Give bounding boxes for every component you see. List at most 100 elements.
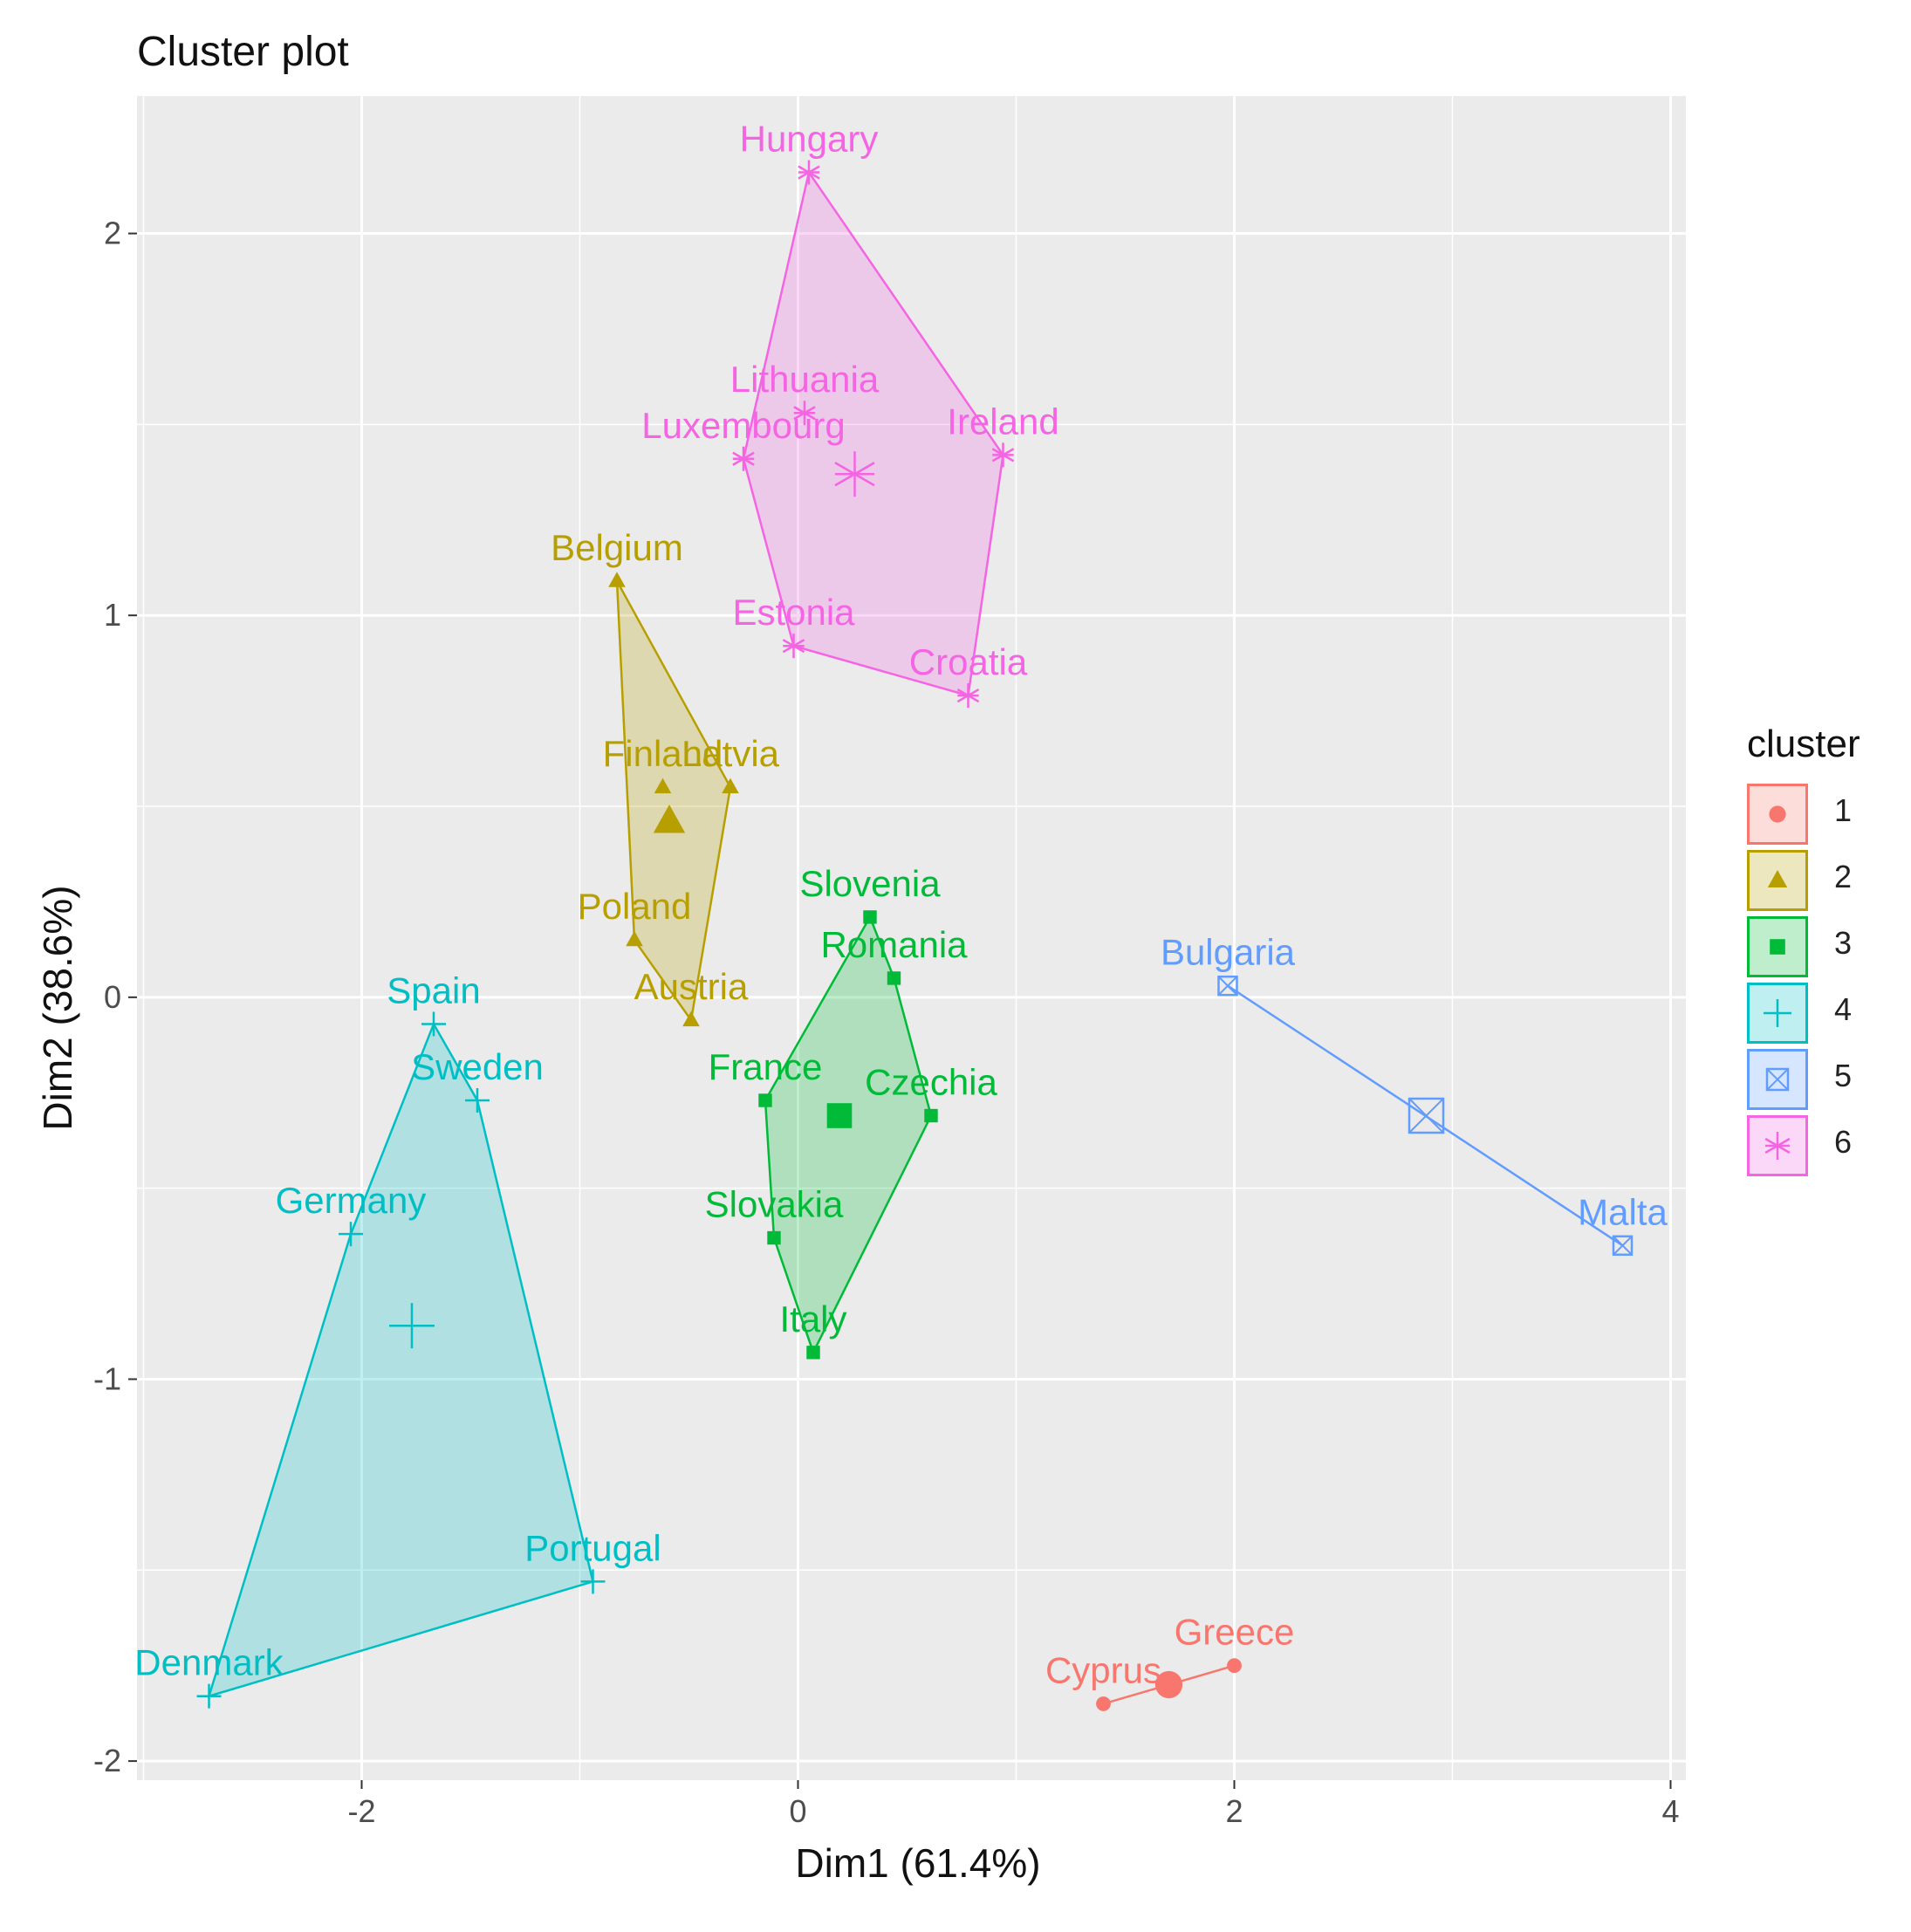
- legend-key-5: [1747, 1049, 1808, 1110]
- legend-swatch-2: [1767, 870, 1788, 887]
- y-tick-label-1: 1: [104, 597, 121, 633]
- centroid-cluster-6: [834, 451, 875, 497]
- legend-swatch-1: [1769, 805, 1786, 823]
- label-portugal: Portugal: [524, 1527, 661, 1568]
- legend-swatch-4: [1764, 999, 1791, 1027]
- label-croatia: Croatia: [909, 641, 1028, 682]
- label-luxembourg: Luxembourg: [641, 405, 845, 446]
- x-axis-title: Dim1 (61.4%): [795, 1840, 1041, 1886]
- legend-key-3: [1747, 916, 1808, 977]
- centroid-cluster-1: [1154, 1670, 1183, 1699]
- point-sweden: [465, 1087, 490, 1113]
- label-hungary: Hungary: [740, 119, 879, 160]
- point-spain: [421, 1011, 446, 1037]
- point-bulgaria: [1217, 975, 1238, 997]
- label-italy: Italy: [779, 1298, 846, 1339]
- legend-key-2: [1747, 850, 1808, 911]
- legend-swatch-3: [1770, 939, 1785, 955]
- legend-marker-3: [1770, 939, 1785, 955]
- legend-label-2: 2: [1834, 859, 1853, 894]
- point-belgium: [608, 572, 626, 587]
- point-romania: [887, 971, 901, 985]
- point-czechia: [924, 1108, 938, 1123]
- plot-panel: [137, 96, 1686, 1780]
- legend-key-1: [1747, 784, 1808, 845]
- cluster-hull-4: [207, 1021, 594, 1698]
- point-denmark: [196, 1683, 222, 1709]
- legend-item-5: 5: [1747, 1049, 1904, 1115]
- label-sweden: Sweden: [411, 1046, 544, 1087]
- label-germany: Germany: [276, 1180, 427, 1221]
- label-slovenia: Slovenia: [799, 863, 941, 904]
- legend-items: 1 2 3 4 5 6: [1747, 784, 1904, 1182]
- legend-marker-2: [1767, 870, 1788, 887]
- point-croatia: [956, 683, 980, 709]
- label-bulgaria: Bulgaria: [1161, 932, 1296, 973]
- point-estonia: [782, 634, 805, 659]
- point-malta: [1612, 1235, 1634, 1257]
- centroid-cluster-3: [826, 1103, 853, 1128]
- point-greece: [1227, 1658, 1242, 1674]
- label-latvia: Latvia: [682, 733, 780, 774]
- centroid-cluster-2: [653, 805, 686, 833]
- label-malta: Malta: [1578, 1191, 1668, 1232]
- label-poland: Poland: [578, 886, 692, 927]
- label-slovakia: Slovakia: [705, 1184, 844, 1225]
- point-latvia: [722, 778, 739, 794]
- legend-marker-4: [1764, 999, 1791, 1027]
- x-tick-label-0: 0: [789, 1793, 806, 1829]
- point-cyprus: [1096, 1696, 1111, 1711]
- label-romania: Romania: [820, 924, 968, 965]
- legend-label-3: 3: [1834, 925, 1853, 961]
- point-italy: [806, 1346, 820, 1360]
- point-austria: [682, 1011, 700, 1027]
- label-lithuania: Lithuania: [730, 359, 880, 400]
- point-hungary: [798, 160, 820, 185]
- legend-label-1: 1: [1834, 792, 1853, 828]
- label-austria: Austria: [634, 966, 749, 1007]
- centroid-cluster-4: [389, 1303, 435, 1349]
- chart-title: Cluster plot: [137, 29, 349, 75]
- point-lithuania: [793, 401, 816, 426]
- point-slovakia: [767, 1230, 781, 1245]
- label-spain: Spain: [387, 969, 480, 1011]
- point-germany: [339, 1222, 363, 1247]
- legend-swatch-6: [1764, 1132, 1791, 1160]
- y-tick-label--2: -2: [93, 1743, 121, 1778]
- label-finland: Finland: [603, 733, 723, 774]
- point-finland: [654, 778, 672, 794]
- legend-marker-1: [1769, 805, 1786, 823]
- label-greece: Greece: [1175, 1612, 1295, 1653]
- x-tick-label--2: -2: [347, 1793, 375, 1829]
- point-ireland: [991, 442, 1015, 468]
- label-estonia: Estonia: [732, 592, 855, 633]
- legend-label-6: 6: [1834, 1124, 1853, 1160]
- point-luxembourg: [732, 446, 755, 471]
- legend-item-2: 2: [1747, 850, 1904, 916]
- label-belgium: Belgium: [551, 527, 683, 568]
- centroid-cluster-5: [1408, 1097, 1445, 1134]
- legend-item-4: 4: [1747, 983, 1904, 1049]
- legend-label-5: 5: [1834, 1058, 1853, 1093]
- label-ireland: Ireland: [947, 401, 1058, 442]
- legend-item-6: 6: [1747, 1115, 1904, 1182]
- y-tick-label--1: -1: [93, 1360, 121, 1396]
- legend-key-6: [1747, 1115, 1808, 1176]
- x-tick-label-2: 2: [1225, 1793, 1243, 1829]
- y-tick-label-0: 0: [104, 979, 121, 1015]
- point-france: [758, 1093, 772, 1107]
- label-denmark: Denmark: [134, 1642, 284, 1683]
- legend-swatch-5: [1765, 1067, 1790, 1092]
- legend-title: cluster: [1747, 723, 1860, 765]
- cluster-hull-6: [742, 169, 1004, 697]
- legend-key-4: [1747, 983, 1808, 1044]
- point-slovenia: [863, 910, 877, 924]
- point-portugal: [580, 1569, 606, 1594]
- legend: cluster 1 2 3 4 5 6: [1747, 723, 1904, 1182]
- x-tick-label-4: 4: [1661, 1793, 1679, 1829]
- label-czechia: Czechia: [865, 1062, 997, 1103]
- y-axis-title: Dim2 (38.6%): [35, 885, 80, 1131]
- y-tick-label-2: 2: [104, 216, 121, 251]
